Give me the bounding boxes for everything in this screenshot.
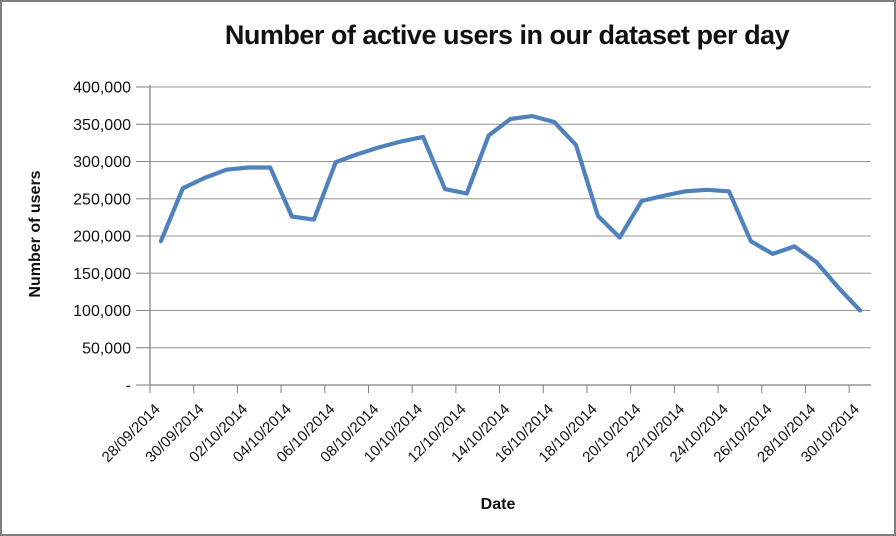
y-tick-label: 200,000: [73, 229, 131, 246]
data-series-line: [158, 113, 863, 313]
y-tick-label: 150,000: [73, 266, 131, 283]
y-tick-label: 300,000: [73, 154, 131, 171]
y-axis-title: Number of users: [27, 170, 44, 298]
y-tick-label: 100,000: [73, 303, 131, 320]
chart-title: Number of active users in our dataset pe…: [224, 20, 790, 50]
y-tick-label: 50,000: [82, 340, 131, 357]
y-tick-label: -: [126, 378, 131, 395]
y-tick-label: 400,000: [73, 80, 131, 97]
y-tick-label: 350,000: [73, 117, 131, 134]
x-axis-title: Date: [480, 496, 516, 513]
y-tick-label: 250,000: [73, 191, 131, 208]
